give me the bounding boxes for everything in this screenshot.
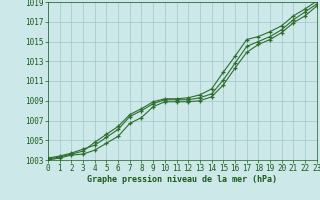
X-axis label: Graphe pression niveau de la mer (hPa): Graphe pression niveau de la mer (hPa) [87,175,277,184]
